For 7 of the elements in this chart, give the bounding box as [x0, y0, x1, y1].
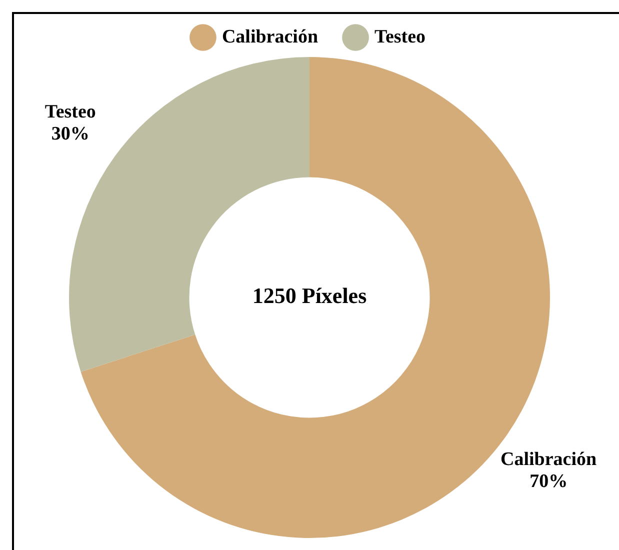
legend-label: Calibración	[222, 26, 318, 48]
data-label: 70%	[530, 471, 568, 492]
slice-label: Testeo	[44, 102, 96, 123]
legend-label: Testeo	[374, 26, 426, 48]
slice-label: Calibración	[500, 449, 598, 470]
data-label: 30%	[51, 124, 90, 145]
text: 1250 Píxeles	[252, 283, 368, 308]
